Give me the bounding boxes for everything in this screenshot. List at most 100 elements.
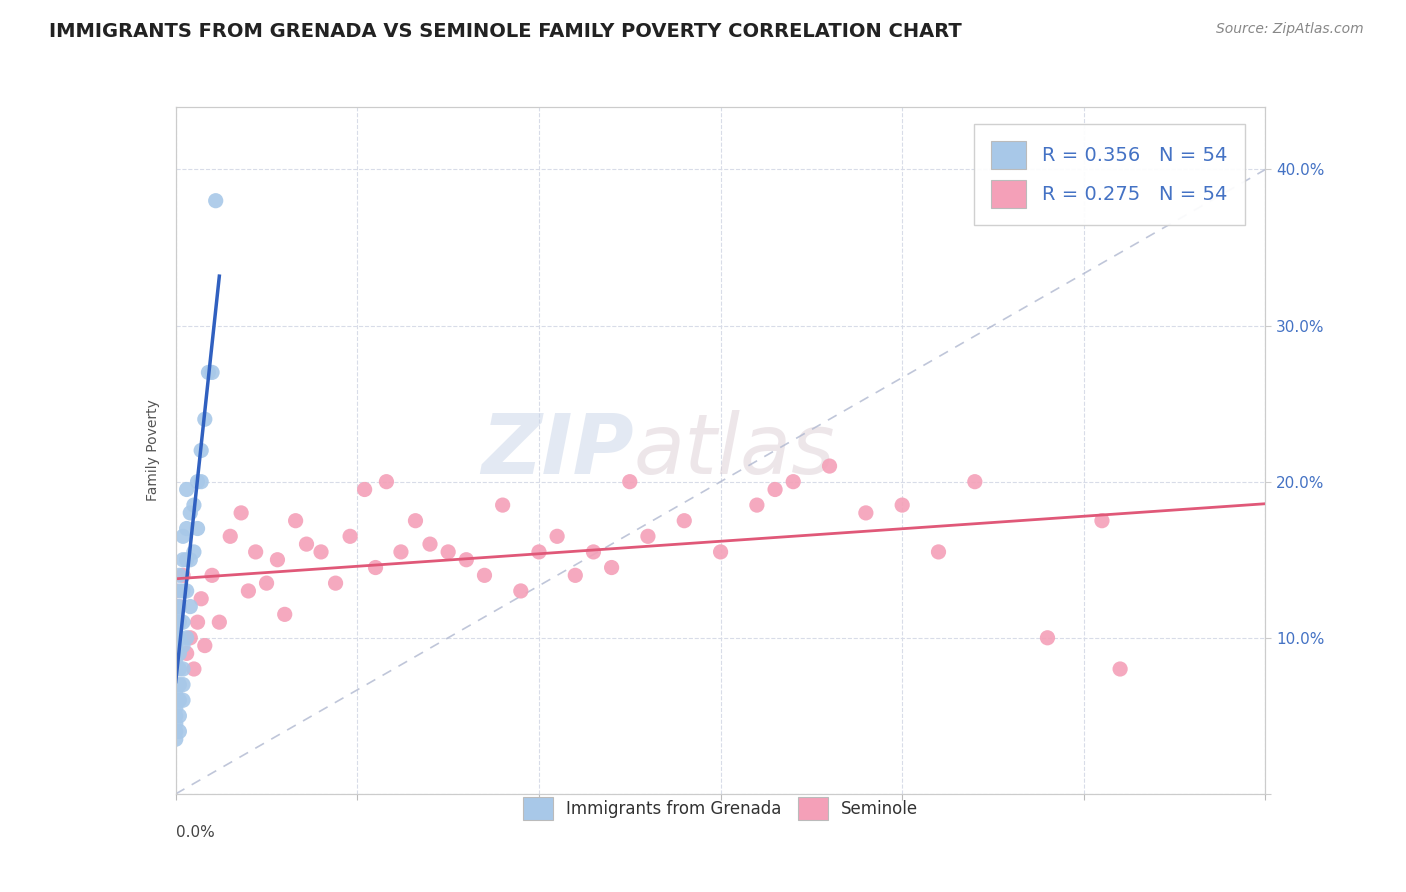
Point	[855, 506, 877, 520]
Point	[546, 529, 568, 543]
Point	[169, 693, 191, 707]
Point	[165, 631, 187, 645]
Point	[183, 545, 205, 559]
Point	[183, 662, 205, 676]
Point	[190, 443, 212, 458]
Point	[169, 646, 191, 660]
Point	[405, 514, 427, 528]
Point	[176, 483, 198, 497]
Text: IMMIGRANTS FROM GRENADA VS SEMINOLE FAMILY POVERTY CORRELATION CHART: IMMIGRANTS FROM GRENADA VS SEMINOLE FAMI…	[49, 22, 962, 41]
Point	[165, 607, 187, 622]
Point	[165, 685, 187, 699]
Point	[179, 631, 201, 645]
Point	[176, 552, 198, 567]
Point	[201, 568, 224, 582]
Point	[582, 545, 605, 559]
Point	[266, 552, 288, 567]
Point	[637, 529, 659, 543]
Point	[172, 615, 194, 630]
Point	[389, 545, 412, 559]
Point	[190, 475, 212, 489]
Point	[172, 552, 194, 567]
Point	[176, 583, 198, 598]
Point	[169, 708, 191, 723]
Point	[231, 506, 253, 520]
Point	[600, 560, 623, 574]
Point	[176, 631, 198, 645]
Point	[375, 475, 398, 489]
Point	[364, 560, 387, 574]
Point	[710, 545, 733, 559]
Point	[201, 366, 224, 380]
Point	[745, 498, 768, 512]
Point	[274, 607, 297, 622]
Text: ZIP: ZIP	[481, 410, 633, 491]
Point	[782, 475, 804, 489]
Point	[165, 654, 187, 668]
Point	[165, 701, 187, 715]
Point	[169, 631, 191, 645]
Point	[284, 514, 307, 528]
Y-axis label: Family Poverty: Family Poverty	[146, 400, 160, 501]
Point	[176, 521, 198, 535]
Point	[238, 583, 260, 598]
Point	[256, 576, 278, 591]
Point	[183, 498, 205, 512]
Point	[309, 545, 332, 559]
Point	[172, 583, 194, 598]
Point	[456, 552, 478, 567]
Point	[1091, 514, 1114, 528]
Point	[190, 591, 212, 606]
Point	[169, 583, 191, 598]
Point	[179, 552, 201, 567]
Point	[169, 615, 191, 630]
Point	[1036, 631, 1059, 645]
Point	[186, 475, 209, 489]
Point	[172, 568, 194, 582]
Point	[963, 475, 986, 489]
Point	[165, 599, 187, 614]
Point	[169, 568, 191, 582]
Point	[219, 529, 242, 543]
Point	[169, 678, 191, 692]
Point	[437, 545, 460, 559]
Text: Source: ZipAtlas.com: Source: ZipAtlas.com	[1216, 22, 1364, 37]
Text: 0.0%: 0.0%	[176, 825, 215, 839]
Point	[165, 662, 187, 676]
Point	[818, 458, 841, 473]
Point	[169, 724, 191, 739]
Point	[186, 521, 209, 535]
Point	[891, 498, 914, 512]
Point	[295, 537, 318, 551]
Point	[673, 514, 696, 528]
Point	[492, 498, 515, 512]
Point	[165, 615, 187, 630]
Point	[165, 732, 187, 747]
Point	[165, 678, 187, 692]
Point	[928, 545, 950, 559]
Point	[564, 568, 586, 582]
Text: atlas: atlas	[633, 410, 835, 491]
Point	[172, 662, 194, 676]
Point	[165, 716, 187, 731]
Point	[474, 568, 496, 582]
Point	[165, 708, 187, 723]
Point	[527, 545, 550, 559]
Point	[179, 506, 201, 520]
Point	[165, 646, 187, 660]
Point	[353, 483, 375, 497]
Point	[165, 623, 187, 637]
Point	[169, 599, 191, 614]
Point	[172, 529, 194, 543]
Point	[194, 639, 217, 653]
Point	[165, 639, 187, 653]
Point	[208, 615, 231, 630]
Point	[165, 724, 187, 739]
Point	[172, 693, 194, 707]
Point	[169, 662, 191, 676]
Point	[509, 583, 531, 598]
Point	[165, 693, 187, 707]
Point	[172, 639, 194, 653]
Point	[172, 678, 194, 692]
Point	[179, 599, 201, 614]
